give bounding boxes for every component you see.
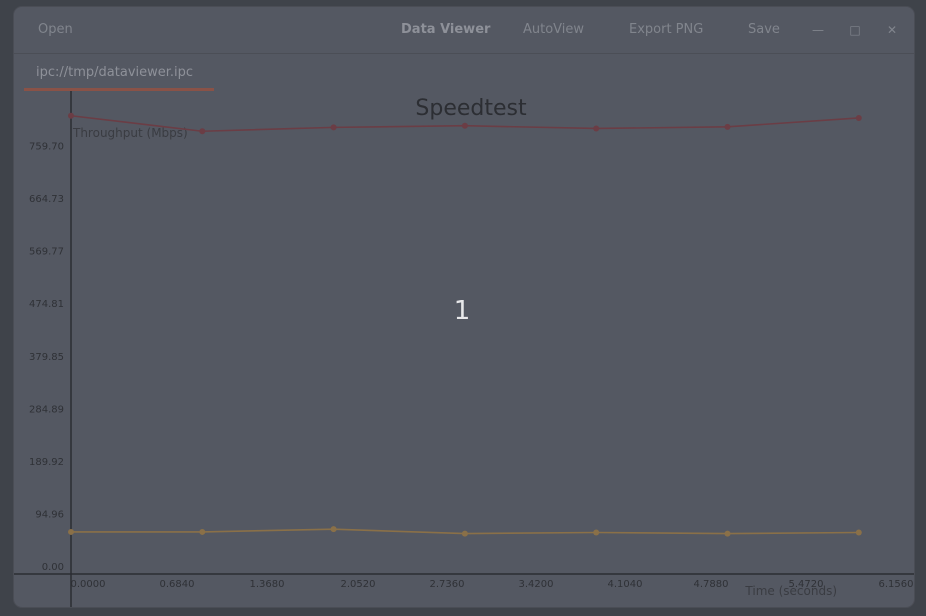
speedtest-chart[interactable]: Speedtest Throughput (Mbps) Time (second… <box>14 91 914 607</box>
y-tick-label: 759.70 <box>29 142 64 153</box>
x-tick-label: 6.1560 <box>879 579 914 590</box>
series-2-point[interactable] <box>855 529 862 536</box>
y-tick-label: 189.92 <box>29 457 64 468</box>
y-tick-label: 664.73 <box>29 194 64 205</box>
chart-title: Speedtest <box>415 96 527 121</box>
minimize-icon[interactable]: — <box>812 23 824 37</box>
x-tick-label: 0.0000 <box>71 579 106 590</box>
plot-area[interactable]: Speedtest Throughput (Mbps) Time (second… <box>14 91 914 607</box>
series-2-point[interactable] <box>593 529 600 536</box>
series-2-point[interactable] <box>461 530 468 537</box>
overlay-number: 1 <box>454 296 471 326</box>
y-tick-label: 0.00 <box>42 562 64 573</box>
y-tick-label: 284.89 <box>29 404 64 415</box>
series-2-point[interactable] <box>330 526 337 533</box>
series-2-point[interactable] <box>68 528 74 535</box>
tab-label: ipc://tmp/dataviewer.ipc <box>36 65 194 80</box>
x-tick-label: 1.3680 <box>250 579 285 590</box>
x-tick-label: 4.1040 <box>608 579 643 590</box>
x-tick-label: 2.7360 <box>430 579 465 590</box>
y-tick-label: 94.96 <box>35 509 64 520</box>
x-tick-label: 4.7880 <box>694 579 729 590</box>
open-button[interactable]: Open <box>38 22 73 37</box>
y-tick-label: 474.81 <box>29 299 64 310</box>
close-icon[interactable]: ✕ <box>886 23 898 37</box>
autoview-button[interactable]: AutoView <box>523 22 585 37</box>
series-1-point[interactable] <box>68 112 74 119</box>
series-1-point[interactable] <box>461 122 468 129</box>
series-1-point[interactable] <box>724 123 731 130</box>
x-tick-label: 5.4720 <box>789 579 824 590</box>
x-axis-label: Time (seconds) <box>744 584 837 598</box>
x-tick-label: 3.4200 <box>519 579 554 590</box>
series-2-point[interactable] <box>199 528 206 535</box>
window-title: Data Viewer <box>401 22 491 37</box>
tab-dataviewer-ipc[interactable]: ipc://tmp/dataviewer.ipc <box>24 63 214 91</box>
x-tick-label: 2.0520 <box>341 579 376 590</box>
series-1-point[interactable] <box>855 114 862 121</box>
series-1-point[interactable] <box>199 128 206 135</box>
series-1-point[interactable] <box>330 124 337 131</box>
maximize-icon[interactable]: □ <box>849 23 861 37</box>
header-bar: Open Data Viewer AutoView Export PNG Sav… <box>14 7 914 54</box>
export-png-button[interactable]: Export PNG <box>629 22 704 37</box>
y-axis-label: Throughput (Mbps) <box>72 126 188 140</box>
tab-active-indicator <box>24 88 214 91</box>
app-window: Open Data Viewer AutoView Export PNG Sav… <box>14 7 914 607</box>
y-tick-label: 569.77 <box>29 247 64 258</box>
series-1-point[interactable] <box>593 125 600 132</box>
x-tick-label: 0.6840 <box>160 579 195 590</box>
save-button[interactable]: Save <box>748 22 780 37</box>
y-tick-label: 379.85 <box>29 352 64 363</box>
series-2-point[interactable] <box>724 530 731 537</box>
